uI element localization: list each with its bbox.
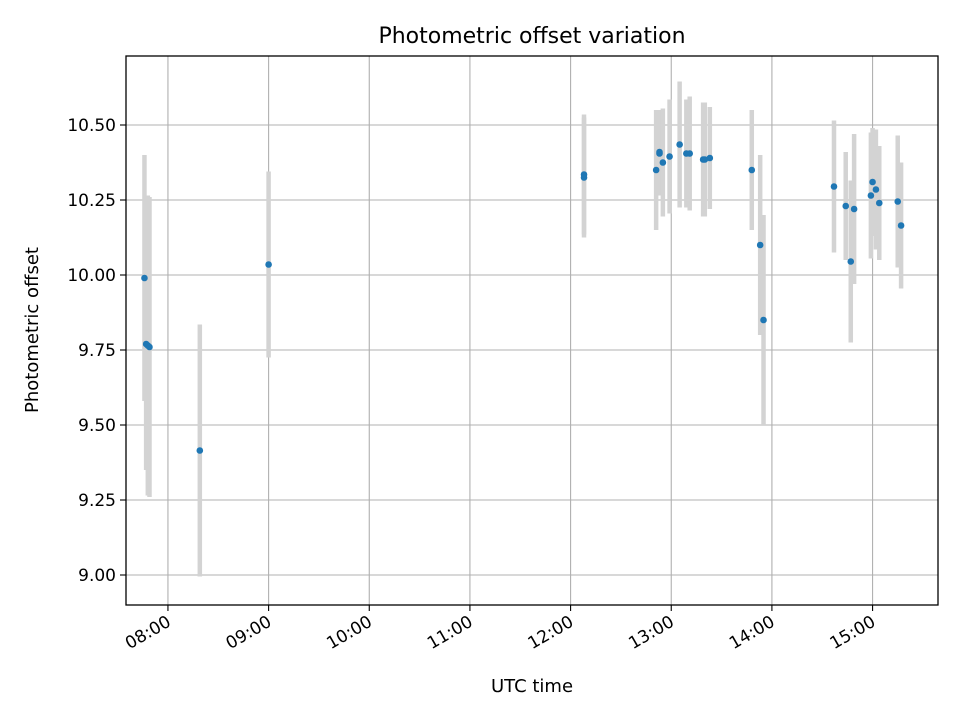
data-point (842, 202, 850, 210)
x-tick-label: 08:00 (122, 612, 174, 654)
data-point (897, 222, 905, 229)
y-axis-label: Photometric offset (22, 247, 43, 413)
x-axis-label: UTC time (491, 676, 573, 697)
data-point (146, 343, 153, 351)
data-point (659, 159, 667, 166)
data-point (580, 174, 588, 181)
data-point (760, 316, 767, 324)
tick-layer: 08:00 09:00 10:00 11:00 12:00 13:00 14:00 15:00… (67, 116, 879, 654)
data-point (867, 192, 875, 199)
data-point (756, 241, 764, 249)
x-tick-label: 09:00 (223, 612, 275, 654)
grid-layer (126, 56, 938, 605)
data-point (869, 178, 876, 186)
x-tick-label: 15:00 (827, 612, 879, 654)
x-tick-label: 11:00 (424, 612, 476, 654)
y-tick-label: 9.25 (78, 491, 116, 511)
x-tick-label: 14:00 (726, 612, 778, 654)
x-tick-label: 13:00 (625, 612, 677, 654)
y-tick-label: 10.50 (67, 116, 116, 136)
y-tick-label: 10.25 (67, 191, 116, 211)
x-tick-label: 12:00 (525, 612, 577, 654)
y-tick-label: 9.50 (78, 416, 116, 436)
data-point (850, 205, 858, 213)
y-tick-label: 10.00 (67, 266, 116, 286)
data-point (706, 154, 714, 162)
plot-frame (125, 55, 939, 606)
data-point (748, 166, 756, 174)
chart-title: Photometric offset variation (378, 24, 685, 49)
data-point (894, 198, 902, 205)
error-bar-layer (142, 81, 904, 577)
x-tick-label: 10:00 (323, 612, 375, 654)
data-point (872, 186, 880, 193)
data-point (701, 156, 709, 163)
data-point (875, 199, 883, 207)
data-point (847, 258, 855, 265)
data-point (196, 447, 204, 454)
y-tick-label: 9.75 (78, 341, 116, 361)
point-layer (141, 141, 905, 454)
data-point (830, 183, 838, 190)
data-point (666, 153, 673, 160)
data-point (652, 166, 660, 174)
data-point (141, 274, 148, 282)
y-tick-label: 9.00 (78, 566, 116, 586)
data-point (676, 141, 683, 148)
data-point (686, 150, 694, 157)
data-point (656, 148, 663, 156)
data-point (265, 261, 272, 268)
